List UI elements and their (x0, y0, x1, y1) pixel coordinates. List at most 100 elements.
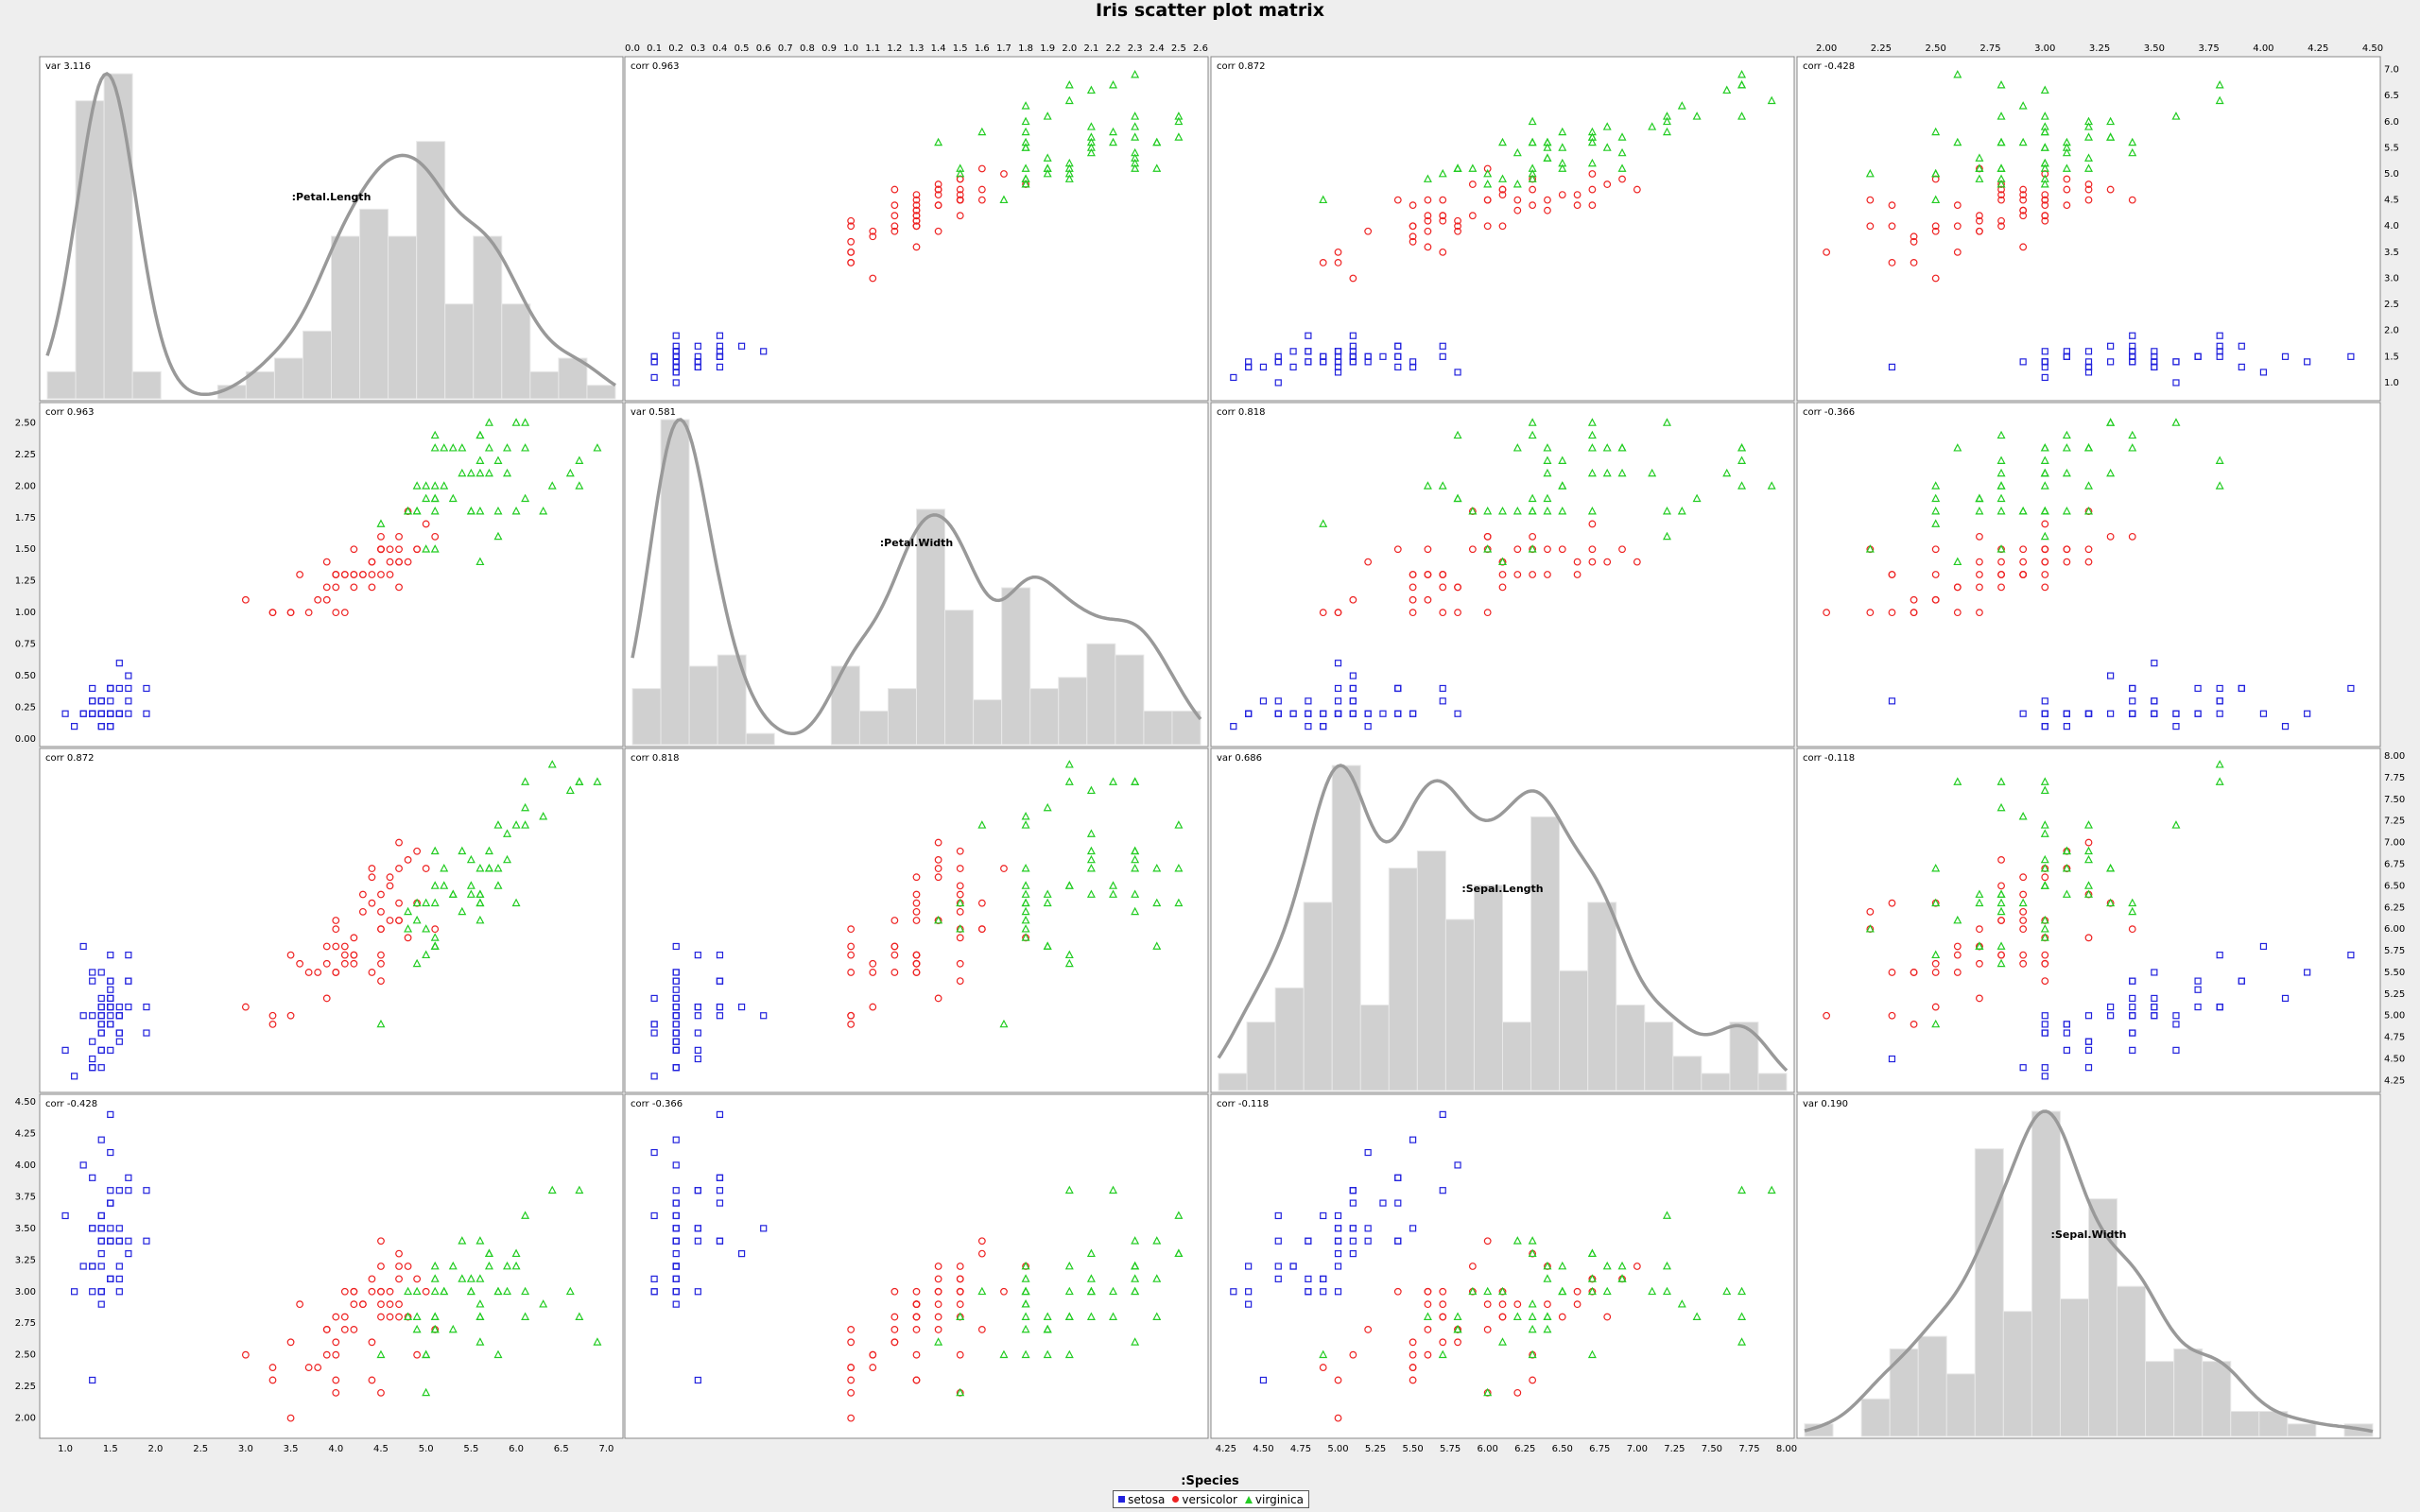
point-versicolor (2084, 545, 2093, 554)
point-virginica (1931, 898, 1941, 907)
point-virginica (1692, 1312, 1702, 1320)
point-versicolor (368, 1287, 376, 1296)
point-virginica (1438, 168, 1447, 178)
point-virginica (2084, 153, 2093, 162)
point-virginica (1064, 777, 1074, 785)
point-setosa (115, 1288, 123, 1296)
point-virginica (1865, 924, 1875, 933)
point-versicolor (1603, 180, 1612, 188)
panel-stat-label: corr 0.872 (45, 753, 94, 764)
point-versicolor (956, 847, 964, 855)
point-versicolor (1468, 1263, 1477, 1270)
point-versicolor (1349, 1350, 1357, 1359)
point-versicolor (1558, 1313, 1566, 1321)
point-versicolor (422, 865, 430, 872)
point-setosa (2129, 697, 2136, 705)
point-virginica (1453, 1312, 1462, 1320)
point-versicolor (395, 917, 403, 924)
point-versicolor (286, 1011, 295, 1020)
point-versicolor (847, 222, 856, 231)
x-tick-label: 0.8 (800, 43, 815, 54)
point-setosa (1274, 697, 1282, 705)
point-virginica (1996, 493, 2006, 503)
point-virginica (2040, 933, 2049, 941)
point-versicolor (1483, 1326, 1492, 1333)
point-versicolor (847, 237, 856, 246)
point-virginica (1483, 544, 1493, 553)
point-virginica (376, 519, 386, 527)
point-versicolor (1888, 899, 1896, 907)
point-virginica (2040, 785, 2049, 795)
y-tick-label: 8.00 (2384, 751, 2405, 762)
point-virginica (1996, 898, 2006, 907)
point-versicolor (1393, 545, 1402, 554)
histogram-bar (2287, 1423, 2317, 1437)
point-versicolor (2019, 890, 2028, 899)
histogram-bar (1530, 816, 1561, 1091)
point-versicolor (956, 191, 964, 198)
point-versicolor (934, 1287, 942, 1296)
point-virginica (1086, 1248, 1096, 1258)
x-tick-label: 1.5 (953, 43, 968, 54)
y-tick-label: 6.75 (2384, 859, 2405, 869)
point-setosa (2107, 1003, 2115, 1011)
point-virginica (2062, 889, 2071, 898)
point-setosa (61, 1046, 69, 1054)
point-setosa (2259, 369, 2268, 376)
point-versicolor (1424, 1300, 1432, 1309)
point-setosa (97, 1064, 105, 1072)
point-setosa (115, 1038, 123, 1045)
point-virginica (1131, 122, 1140, 130)
point-versicolor (1000, 1287, 1008, 1296)
point-versicolor (890, 951, 899, 959)
point-virginica (1617, 163, 1627, 172)
y-tick-label: 2.5 (2384, 300, 2399, 310)
point-setosa (716, 1110, 724, 1118)
point-versicolor (395, 545, 403, 554)
point-versicolor (890, 222, 899, 231)
point-virginica (2040, 455, 2049, 464)
x-tick-label: 5.00 (1327, 1444, 1348, 1454)
point-versicolor (377, 571, 385, 578)
x-tick-label: 5.0 (419, 1444, 434, 1454)
point-versicolor (912, 959, 921, 968)
point-versicolor (322, 994, 331, 1003)
point-setosa (1409, 1225, 1417, 1232)
point-virginica (1931, 519, 1941, 527)
point-virginica (430, 481, 440, 490)
histogram-bar (388, 235, 418, 400)
point-versicolor (890, 1326, 899, 1333)
point-versicolor (934, 191, 942, 198)
point-virginica (475, 430, 485, 439)
point-virginica (412, 898, 422, 907)
point-versicolor (395, 838, 403, 847)
point-virginica (1543, 1312, 1552, 1320)
point-virginica (1737, 80, 1747, 89)
point-virginica (503, 1286, 512, 1296)
point-setosa (1305, 1275, 1312, 1282)
point-setosa (1305, 723, 1312, 730)
point-virginica (1996, 544, 2006, 553)
point-setosa (1305, 1288, 1312, 1296)
point-versicolor (377, 1300, 385, 1309)
point-versicolor (847, 969, 856, 976)
point-setosa (672, 1161, 680, 1169)
point-virginica (521, 777, 530, 785)
x-tick-label: 1.5 (103, 1444, 118, 1454)
point-setosa (2107, 1012, 2115, 1020)
point-setosa (115, 710, 123, 717)
point-virginica (422, 481, 431, 490)
histogram-bar (1274, 987, 1305, 1091)
point-versicolor (1997, 558, 2005, 566)
point-versicolor (869, 232, 877, 241)
point-versicolor (2041, 191, 2049, 198)
point-virginica (2084, 122, 2093, 130)
point-versicolor (1603, 558, 1612, 566)
point-virginica (1021, 1274, 1030, 1282)
point-setosa (1334, 1237, 1342, 1245)
point-setosa (143, 1237, 150, 1245)
point-setosa (760, 348, 768, 355)
point-versicolor (912, 890, 921, 899)
point-virginica (1648, 122, 1657, 130)
point-virginica (1152, 1312, 1162, 1320)
